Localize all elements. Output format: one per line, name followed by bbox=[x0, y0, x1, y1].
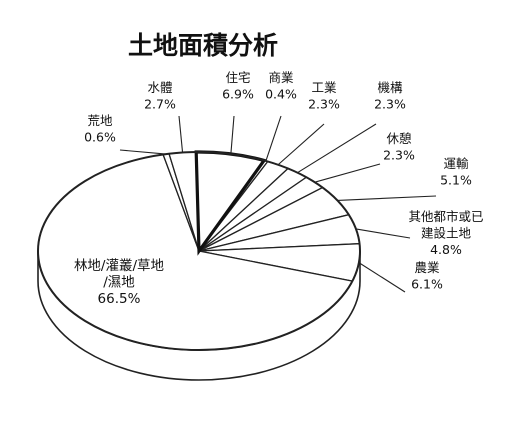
slice-label-3-line-1: 工業 bbox=[311, 80, 337, 95]
leader-line-6 bbox=[337, 195, 437, 202]
slice-label-10-line-1: 荒地 bbox=[87, 113, 113, 128]
pie-top-rim bbox=[37, 151, 361, 351]
slice-value-4: 2.3% bbox=[374, 97, 406, 112]
slice-label-9-line-1: 林地/灌叢/草地 bbox=[74, 258, 165, 274]
slice-label-9-line-2: /濕地 bbox=[103, 275, 135, 291]
slice-value-5: 2.3% bbox=[383, 148, 415, 163]
slice-value-11: 2.7% bbox=[144, 97, 176, 112]
slice-value-7: 4.8% bbox=[430, 242, 462, 257]
slice-value-8: 6.1% bbox=[411, 277, 443, 292]
leader-line-11 bbox=[178, 115, 184, 153]
slice-value-6: 5.1% bbox=[440, 173, 472, 188]
slice-value-2: 0.4% bbox=[265, 87, 297, 102]
leader-line-5 bbox=[314, 163, 381, 183]
slice-value-3: 2.3% bbox=[308, 97, 340, 112]
slice-label-8-line-1: 農業 bbox=[414, 260, 440, 275]
label-layer: 住宅 6.9% 商業 0.4% 工業 2.3% 機構 2.3% 休憩 2.3% 運輸 5.1% 其他都市… bbox=[74, 70, 484, 307]
slice-value-1: 6.9% bbox=[222, 87, 254, 102]
leader-line-2 bbox=[265, 115, 282, 162]
slice-label-7-line-2: 建設土地 bbox=[421, 226, 472, 241]
leader-line-10 bbox=[119, 149, 167, 155]
leader-line-3 bbox=[277, 123, 325, 166]
slice-label-4-line-1: 機構 bbox=[377, 80, 403, 95]
leader-line-1 bbox=[230, 115, 235, 155]
slice-label-7-line-1: 其他都市或已 bbox=[408, 209, 483, 224]
pie-layer bbox=[37, 150, 361, 381]
slice-label-11-line-1: 水體 bbox=[147, 80, 172, 95]
slice-label-1-line-1: 住宅 bbox=[225, 70, 250, 85]
leader-line-4 bbox=[297, 123, 377, 174]
leader-line-8 bbox=[358, 262, 406, 293]
chart-title: 土地面積分析 bbox=[128, 31, 278, 60]
slice-value-10: 0.6% bbox=[84, 130, 116, 145]
slice-label-5-line-1: 休憩 bbox=[386, 131, 412, 146]
slice-label-2-line-1: 商業 bbox=[268, 70, 294, 85]
leader-line-7 bbox=[355, 228, 411, 239]
slice-value-9: 66.5% bbox=[98, 291, 141, 307]
slice-label-6-line-1: 運輸 bbox=[443, 156, 469, 171]
